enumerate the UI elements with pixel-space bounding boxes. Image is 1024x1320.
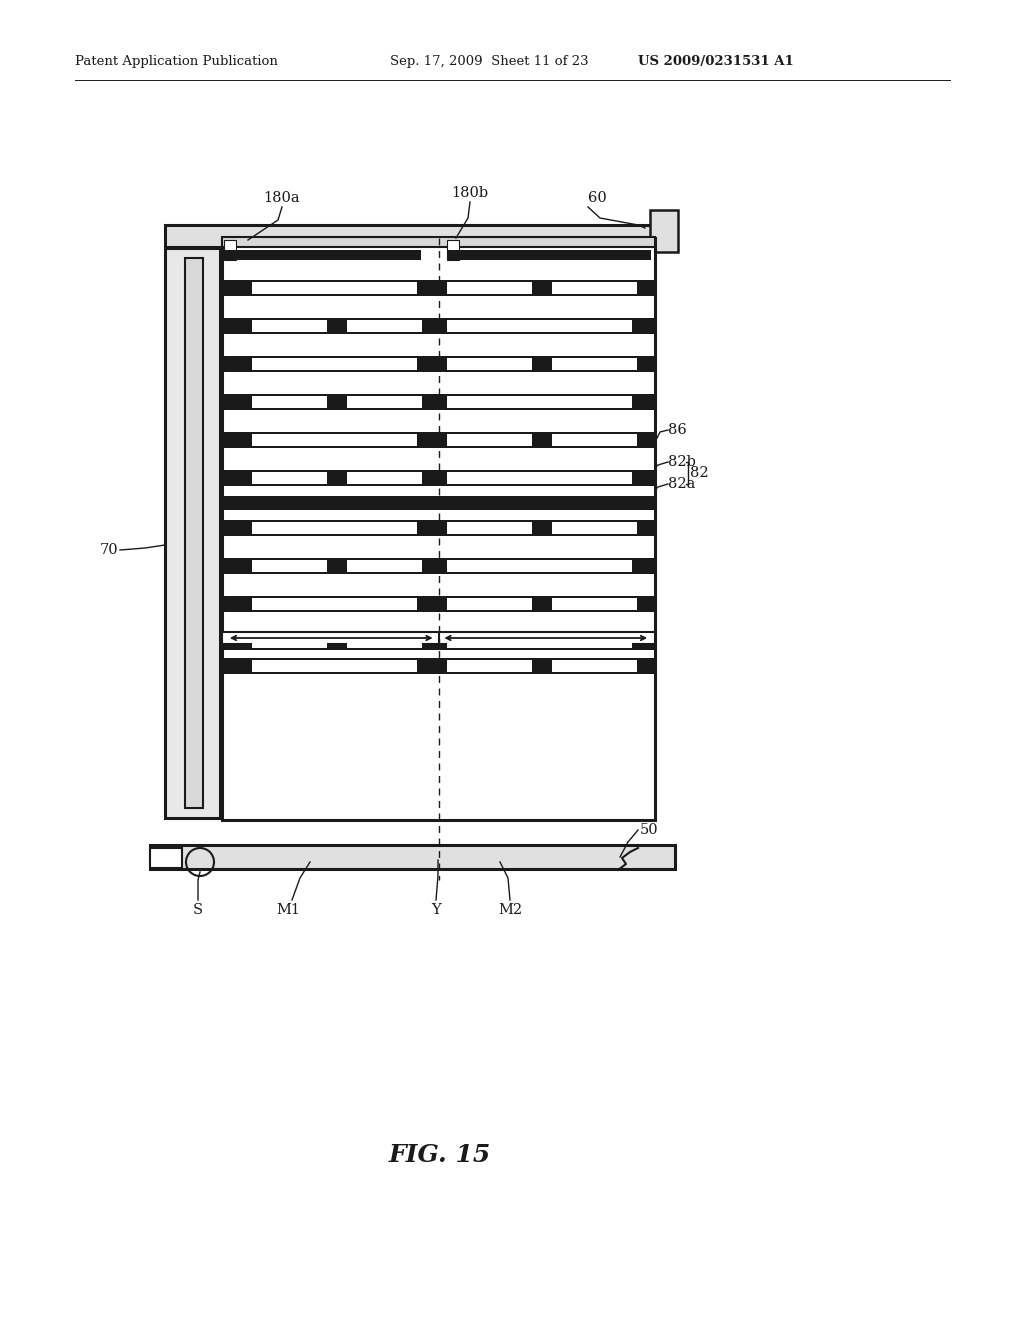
- Bar: [165, 248, 220, 818]
- Text: 50: 50: [640, 822, 658, 837]
- Bar: [552, 434, 637, 446]
- Bar: [222, 520, 655, 536]
- Bar: [252, 396, 327, 408]
- Bar: [224, 249, 421, 260]
- Bar: [447, 396, 632, 408]
- Bar: [252, 282, 417, 294]
- Bar: [552, 660, 637, 672]
- Text: 180b: 180b: [452, 186, 488, 201]
- Text: 82b: 82b: [668, 455, 696, 469]
- Bar: [222, 238, 655, 247]
- Bar: [347, 636, 422, 648]
- Text: FIG. 15: FIG. 15: [389, 1143, 492, 1167]
- Bar: [222, 558, 655, 574]
- Bar: [552, 282, 637, 294]
- Bar: [150, 847, 182, 869]
- Bar: [165, 224, 675, 247]
- Bar: [222, 318, 655, 334]
- Bar: [447, 282, 532, 294]
- Text: 82a: 82a: [668, 477, 695, 491]
- Text: Y: Y: [431, 903, 441, 917]
- Bar: [222, 657, 655, 675]
- Bar: [252, 660, 417, 672]
- Bar: [552, 358, 637, 370]
- Bar: [222, 634, 655, 649]
- Bar: [252, 319, 327, 333]
- Bar: [252, 473, 327, 484]
- Bar: [252, 636, 327, 648]
- Text: 180a: 180a: [264, 191, 300, 205]
- Bar: [222, 432, 655, 447]
- Bar: [347, 319, 422, 333]
- Bar: [347, 560, 422, 572]
- Bar: [222, 597, 655, 612]
- Bar: [252, 598, 417, 610]
- Bar: [447, 358, 532, 370]
- Bar: [222, 280, 655, 296]
- Bar: [185, 257, 203, 808]
- Bar: [447, 598, 532, 610]
- Bar: [447, 319, 632, 333]
- Bar: [447, 434, 532, 446]
- Bar: [222, 470, 655, 486]
- Bar: [252, 560, 327, 572]
- Bar: [222, 496, 655, 510]
- Text: US 2009/0231531 A1: US 2009/0231531 A1: [638, 55, 794, 69]
- Bar: [252, 358, 417, 370]
- Text: 82: 82: [690, 466, 709, 480]
- Bar: [252, 521, 417, 535]
- Bar: [446, 249, 651, 260]
- Text: M2: M2: [498, 903, 522, 917]
- Bar: [650, 210, 678, 252]
- Text: S: S: [193, 903, 203, 917]
- Bar: [447, 521, 532, 535]
- Text: Patent Application Publication: Patent Application Publication: [75, 55, 278, 69]
- Text: 86: 86: [668, 422, 687, 437]
- Bar: [222, 393, 655, 411]
- Bar: [347, 396, 422, 408]
- Bar: [552, 521, 637, 535]
- Bar: [222, 238, 655, 820]
- Text: 70: 70: [99, 543, 118, 557]
- Text: 60: 60: [588, 191, 607, 205]
- Bar: [222, 356, 655, 372]
- Bar: [552, 598, 637, 610]
- Text: Sep. 17, 2009  Sheet 11 of 23: Sep. 17, 2009 Sheet 11 of 23: [390, 55, 589, 69]
- Bar: [222, 632, 655, 644]
- Bar: [446, 240, 459, 260]
- Bar: [224, 240, 236, 260]
- Bar: [447, 660, 532, 672]
- Bar: [347, 473, 422, 484]
- Bar: [447, 560, 632, 572]
- Bar: [447, 636, 632, 648]
- Text: M1: M1: [276, 903, 300, 917]
- Bar: [150, 845, 675, 869]
- Bar: [252, 434, 417, 446]
- Bar: [447, 473, 632, 484]
